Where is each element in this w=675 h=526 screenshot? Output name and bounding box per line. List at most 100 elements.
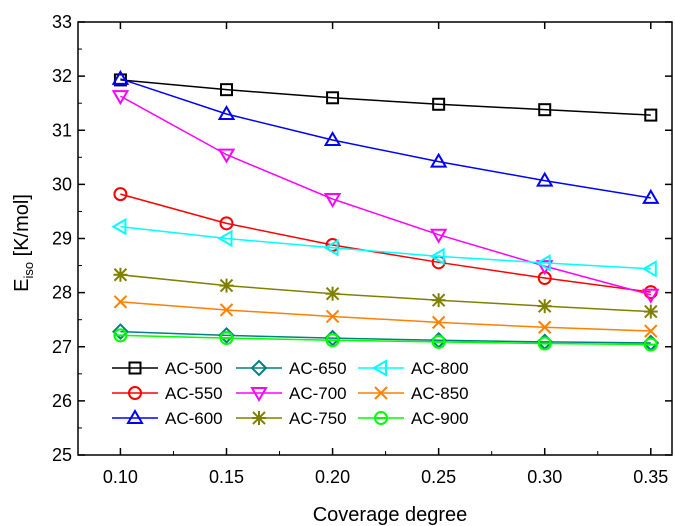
y-tick-label: 30 bbox=[52, 174, 72, 194]
legend-label: AC-700 bbox=[289, 384, 347, 403]
legend-label: AC-600 bbox=[165, 409, 223, 428]
series-ac-800 bbox=[111, 217, 657, 278]
legend-item: AC-900 bbox=[358, 409, 469, 428]
data-point bbox=[111, 217, 127, 236]
data-point bbox=[113, 295, 128, 309]
series-ac-750 bbox=[113, 267, 658, 319]
data-point bbox=[323, 238, 339, 257]
data-point bbox=[219, 331, 234, 346]
data-point bbox=[537, 299, 552, 314]
data-point bbox=[111, 90, 130, 106]
data-point bbox=[431, 293, 446, 308]
series-line bbox=[120, 334, 651, 346]
data-point bbox=[537, 336, 552, 351]
series-line bbox=[120, 95, 651, 296]
data-point bbox=[644, 324, 658, 338]
legend-label: AC-850 bbox=[411, 384, 469, 403]
y-tick-label: 26 bbox=[52, 391, 72, 411]
data-point bbox=[538, 320, 552, 334]
series-line bbox=[120, 330, 651, 344]
series-ac-900 bbox=[113, 328, 658, 352]
data-point bbox=[325, 309, 340, 324]
legend-label: AC-750 bbox=[289, 409, 347, 428]
legend-marker bbox=[128, 361, 142, 375]
legend-item: AC-500 bbox=[112, 359, 223, 378]
y-tick-label: 28 bbox=[52, 283, 72, 303]
legend-marker bbox=[374, 386, 388, 400]
legend-item: AC-600 bbox=[112, 409, 223, 428]
x-tick-label: 0.25 bbox=[421, 467, 456, 487]
x-tick-label: 0.20 bbox=[315, 467, 350, 487]
data-point bbox=[220, 83, 233, 97]
legend-label: AC-550 bbox=[165, 384, 223, 403]
data-point bbox=[219, 216, 234, 231]
data-point bbox=[113, 187, 128, 202]
data-point bbox=[538, 103, 552, 117]
series-line bbox=[120, 274, 651, 313]
data-point bbox=[219, 303, 234, 317]
series-line bbox=[120, 193, 651, 293]
y-axis-label-subscript: iso bbox=[21, 262, 36, 279]
series-line bbox=[120, 225, 651, 270]
data-point bbox=[113, 328, 128, 343]
x-tick-label: 0.30 bbox=[527, 467, 562, 487]
data-point bbox=[217, 148, 236, 164]
y-tick-label: 32 bbox=[52, 66, 72, 86]
data-point bbox=[429, 247, 445, 266]
series-ac-500 bbox=[113, 73, 658, 122]
legend-item: AC-750 bbox=[236, 409, 347, 428]
data-point bbox=[432, 97, 446, 111]
x-tick-label: 0.15 bbox=[209, 467, 244, 487]
legend-marker bbox=[250, 387, 268, 402]
legend-marker bbox=[374, 411, 388, 425]
legend-marker bbox=[128, 386, 142, 400]
legend-item: AC-850 bbox=[358, 384, 469, 403]
data-point bbox=[535, 254, 551, 272]
data-point bbox=[643, 304, 658, 319]
y-axis-label: Eiso [K/mol] bbox=[11, 194, 36, 292]
data-point bbox=[323, 131, 342, 146]
data-point bbox=[643, 337, 658, 352]
x-tick-label: 0.35 bbox=[633, 467, 668, 487]
legend: AC-500 AC-550 AC-600 AC-650 AC-700 AC-750 AC-8… bbox=[112, 359, 469, 428]
legend-item: AC-700 bbox=[236, 384, 347, 403]
legend-marker bbox=[252, 411, 266, 425]
data-point bbox=[219, 278, 234, 293]
data-point bbox=[323, 192, 342, 208]
x-tick-label: 0.10 bbox=[103, 467, 138, 487]
legend-item: AC-550 bbox=[112, 384, 223, 403]
data-point bbox=[325, 333, 340, 348]
data-point bbox=[642, 288, 660, 304]
data-point bbox=[431, 315, 446, 330]
data-point bbox=[535, 171, 554, 187]
series-ac-600 bbox=[111, 69, 660, 204]
y-tick-label: 27 bbox=[52, 337, 72, 357]
data-point bbox=[535, 260, 554, 276]
legend-marker bbox=[372, 359, 387, 377]
x-axis-label: Coverage degree bbox=[313, 504, 468, 526]
series-ac-850 bbox=[113, 295, 658, 338]
y-tick-label: 31 bbox=[52, 120, 72, 140]
series-ac-700 bbox=[111, 90, 660, 304]
data-point bbox=[111, 69, 130, 85]
data-point bbox=[217, 105, 236, 121]
data-point bbox=[641, 260, 657, 278]
y-tick-label: 33 bbox=[52, 12, 72, 32]
legend-marker bbox=[250, 359, 268, 377]
legend-label: AC-650 bbox=[289, 359, 347, 378]
data-point bbox=[644, 108, 658, 122]
data-point bbox=[431, 334, 446, 349]
legend-marker bbox=[126, 409, 144, 424]
series-ac-550 bbox=[113, 187, 658, 300]
data-point bbox=[642, 188, 660, 204]
data-point bbox=[113, 267, 128, 282]
legend-label: AC-500 bbox=[165, 359, 223, 378]
legend-item: AC-800 bbox=[358, 359, 469, 378]
series-line bbox=[120, 79, 651, 116]
series-line bbox=[120, 301, 651, 332]
data-point bbox=[112, 323, 129, 341]
data-point bbox=[325, 286, 340, 301]
data-point bbox=[429, 152, 448, 168]
data-point bbox=[429, 228, 448, 244]
